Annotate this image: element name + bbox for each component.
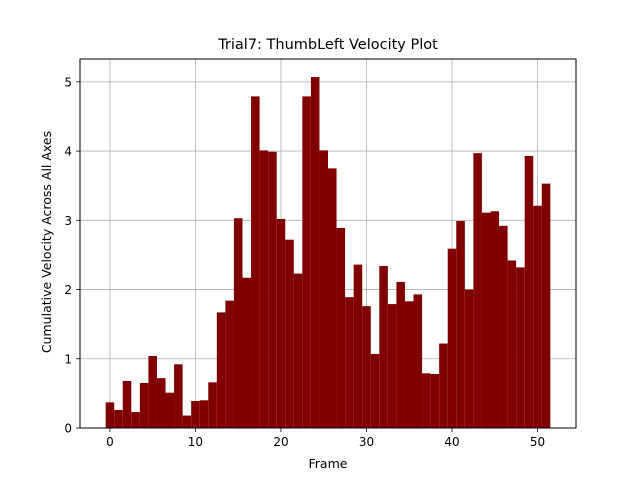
bar bbox=[345, 297, 354, 428]
bar bbox=[276, 218, 286, 428]
bar bbox=[191, 401, 200, 428]
bar bbox=[148, 356, 157, 428]
bar bbox=[233, 218, 243, 428]
x-tick-label: 0 bbox=[106, 435, 114, 449]
bar bbox=[439, 343, 448, 428]
bar bbox=[293, 273, 303, 428]
bar bbox=[131, 412, 140, 428]
bar bbox=[507, 260, 517, 428]
bar bbox=[182, 415, 192, 428]
bar bbox=[251, 96, 260, 428]
bar bbox=[139, 383, 149, 428]
chart-title: Trial7: ThumbLeft Velocity Plot bbox=[217, 37, 438, 53]
bar bbox=[302, 96, 311, 428]
bar bbox=[499, 225, 508, 428]
bar bbox=[156, 378, 166, 428]
x-tick-label: 20 bbox=[273, 435, 288, 449]
bar bbox=[353, 264, 363, 428]
bar bbox=[268, 151, 277, 428]
bar bbox=[524, 155, 534, 428]
bar bbox=[456, 221, 465, 428]
y-tick-label: 5 bbox=[64, 75, 72, 89]
bar bbox=[310, 77, 320, 428]
bar bbox=[259, 150, 269, 428]
y-tick-label: 2 bbox=[64, 283, 72, 297]
bar bbox=[396, 281, 405, 428]
x-tick-label: 10 bbox=[188, 435, 203, 449]
bar bbox=[473, 153, 482, 428]
bar bbox=[516, 267, 525, 428]
y-axis-label: Cumulative Velocity Across All Axes bbox=[39, 131, 54, 353]
bar bbox=[541, 183, 551, 428]
bar bbox=[174, 364, 183, 428]
x-tick-label: 50 bbox=[530, 435, 545, 449]
bar bbox=[422, 373, 431, 428]
bar bbox=[216, 312, 226, 428]
y-tick-label: 4 bbox=[64, 145, 72, 159]
bar bbox=[165, 392, 175, 428]
bar bbox=[328, 168, 337, 428]
bar bbox=[225, 300, 234, 428]
y-tick-label: 1 bbox=[64, 352, 72, 366]
bar bbox=[404, 301, 414, 428]
bar bbox=[490, 211, 500, 428]
bar bbox=[464, 289, 474, 428]
bar bbox=[430, 374, 440, 428]
bar bbox=[533, 205, 542, 428]
bar bbox=[105, 402, 115, 428]
axis-ticks: 0 10 20 30 40 50 0 1 2 3 4 5 bbox=[64, 75, 545, 449]
bar bbox=[285, 239, 294, 428]
bar bbox=[336, 227, 346, 428]
bars bbox=[105, 77, 551, 428]
y-tick-label: 3 bbox=[64, 214, 72, 228]
bar bbox=[447, 248, 457, 428]
bar bbox=[242, 277, 252, 428]
bar bbox=[387, 304, 397, 428]
bar bbox=[379, 266, 388, 428]
bar bbox=[319, 150, 328, 428]
bar bbox=[199, 400, 209, 428]
x-tick-label: 40 bbox=[444, 435, 459, 449]
bar bbox=[122, 380, 132, 428]
bar bbox=[362, 306, 371, 428]
bar bbox=[370, 353, 380, 428]
y-tick-label: 0 bbox=[64, 422, 72, 436]
bar bbox=[208, 382, 217, 428]
bar bbox=[114, 410, 123, 428]
bar bbox=[413, 294, 423, 428]
plot-frame bbox=[79, 58, 577, 429]
x-axis-label: Frame bbox=[309, 456, 348, 471]
bar bbox=[481, 212, 491, 428]
x-tick-label: 30 bbox=[359, 435, 374, 449]
